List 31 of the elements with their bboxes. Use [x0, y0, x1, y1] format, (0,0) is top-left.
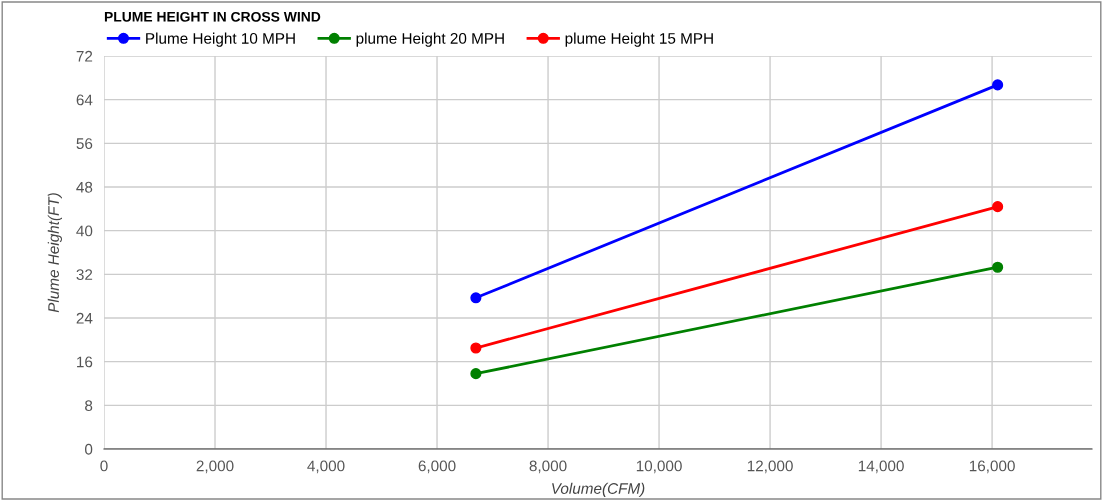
x-tick-label: 6,000 [418, 460, 456, 474]
x-tick-label: 14,000 [858, 460, 904, 474]
point [470, 292, 482, 304]
x-tick-label: 8,000 [529, 460, 567, 474]
point [470, 342, 482, 354]
y-tick-label: 40 [76, 225, 93, 237]
y-tick-label: 0 [84, 443, 93, 455]
y-tick-label: 24 [76, 312, 93, 324]
legend-label: plume Height 15 MPH [565, 32, 713, 47]
point [992, 79, 1004, 91]
y-tick-label: 32 [76, 269, 93, 281]
point [470, 368, 482, 380]
x-tick-label: 4,000 [307, 460, 345, 474]
y-tick-label: 48 [76, 181, 93, 193]
y-axis-title: Plume Height(FT) [47, 193, 63, 313]
x-axis-title: Volume(CFM) [552, 482, 645, 497]
legend-label: plume Height 20 MPH [356, 32, 504, 47]
y-tick-label: 8 [85, 400, 93, 412]
legend-label: Plume Height 10 MPH [146, 32, 295, 47]
x-tick-label: 12,000 [747, 460, 793, 474]
x-tick-label: 0 [100, 460, 108, 472]
x-tick-label: 16,000 [969, 460, 1015, 474]
y-tick-label: 16 [77, 356, 93, 368]
y-tick-label: 72 [76, 50, 93, 62]
y-tick-label: 64 [76, 94, 93, 106]
chart-title: PLUME HEIGHT IN CROSS WIND [104, 11, 321, 22]
point [992, 261, 1004, 273]
x-tick-label: 10,000 [636, 460, 682, 474]
y-tick-label: 56 [76, 138, 93, 150]
point [992, 201, 1004, 213]
x-tick-label: 2,000 [196, 460, 234, 474]
